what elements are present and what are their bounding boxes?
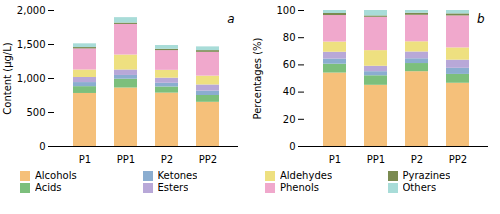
svg-text:P2: P2 — [161, 154, 173, 165]
svg-text:a: a — [227, 12, 234, 26]
html-text:Aldehydes: Aldehydes — [280, 170, 333, 181]
svg-text:1,000: 1,000 — [17, 73, 46, 84]
svg-text:100: 100 — [276, 5, 295, 16]
html-text:Alcohols: Alcohols — [35, 170, 77, 181]
svg-text:P1: P1 — [329, 154, 341, 165]
svg-text:500: 500 — [26, 107, 45, 118]
svg-text:b: b — [477, 12, 485, 26]
html-text:Ketones: Ketones — [157, 170, 198, 181]
svg-text:0: 0 — [39, 141, 45, 152]
svg-text:P1: P1 — [79, 154, 91, 165]
svg-text:PP1: PP1 — [367, 154, 385, 165]
svg-text:PP2: PP2 — [449, 154, 467, 165]
svg-text:Content (μg/L): Content (μg/L) — [2, 42, 13, 115]
svg-text:40: 40 — [283, 86, 296, 97]
svg-text:80: 80 — [283, 32, 296, 43]
html-text:Acids: Acids — [35, 182, 62, 193]
svg-text:2,000: 2,000 — [17, 5, 46, 16]
svg-text:1,500: 1,500 — [17, 39, 46, 50]
svg-text:PP1: PP1 — [117, 154, 135, 165]
html-text:Pyrazines: Pyrazines — [402, 170, 451, 181]
html-text:Esters: Esters — [157, 182, 189, 193]
html-text:Others: Others — [402, 182, 437, 193]
html-text:Phenols: Phenols — [280, 182, 319, 193]
svg-text:PP2: PP2 — [199, 154, 217, 165]
svg-text:P2: P2 — [411, 154, 423, 165]
svg-text:20: 20 — [283, 114, 296, 125]
svg-text:60: 60 — [283, 59, 296, 70]
svg-text:0: 0 — [289, 141, 295, 152]
svg-text:Percentages (%): Percentages (%) — [252, 37, 263, 119]
